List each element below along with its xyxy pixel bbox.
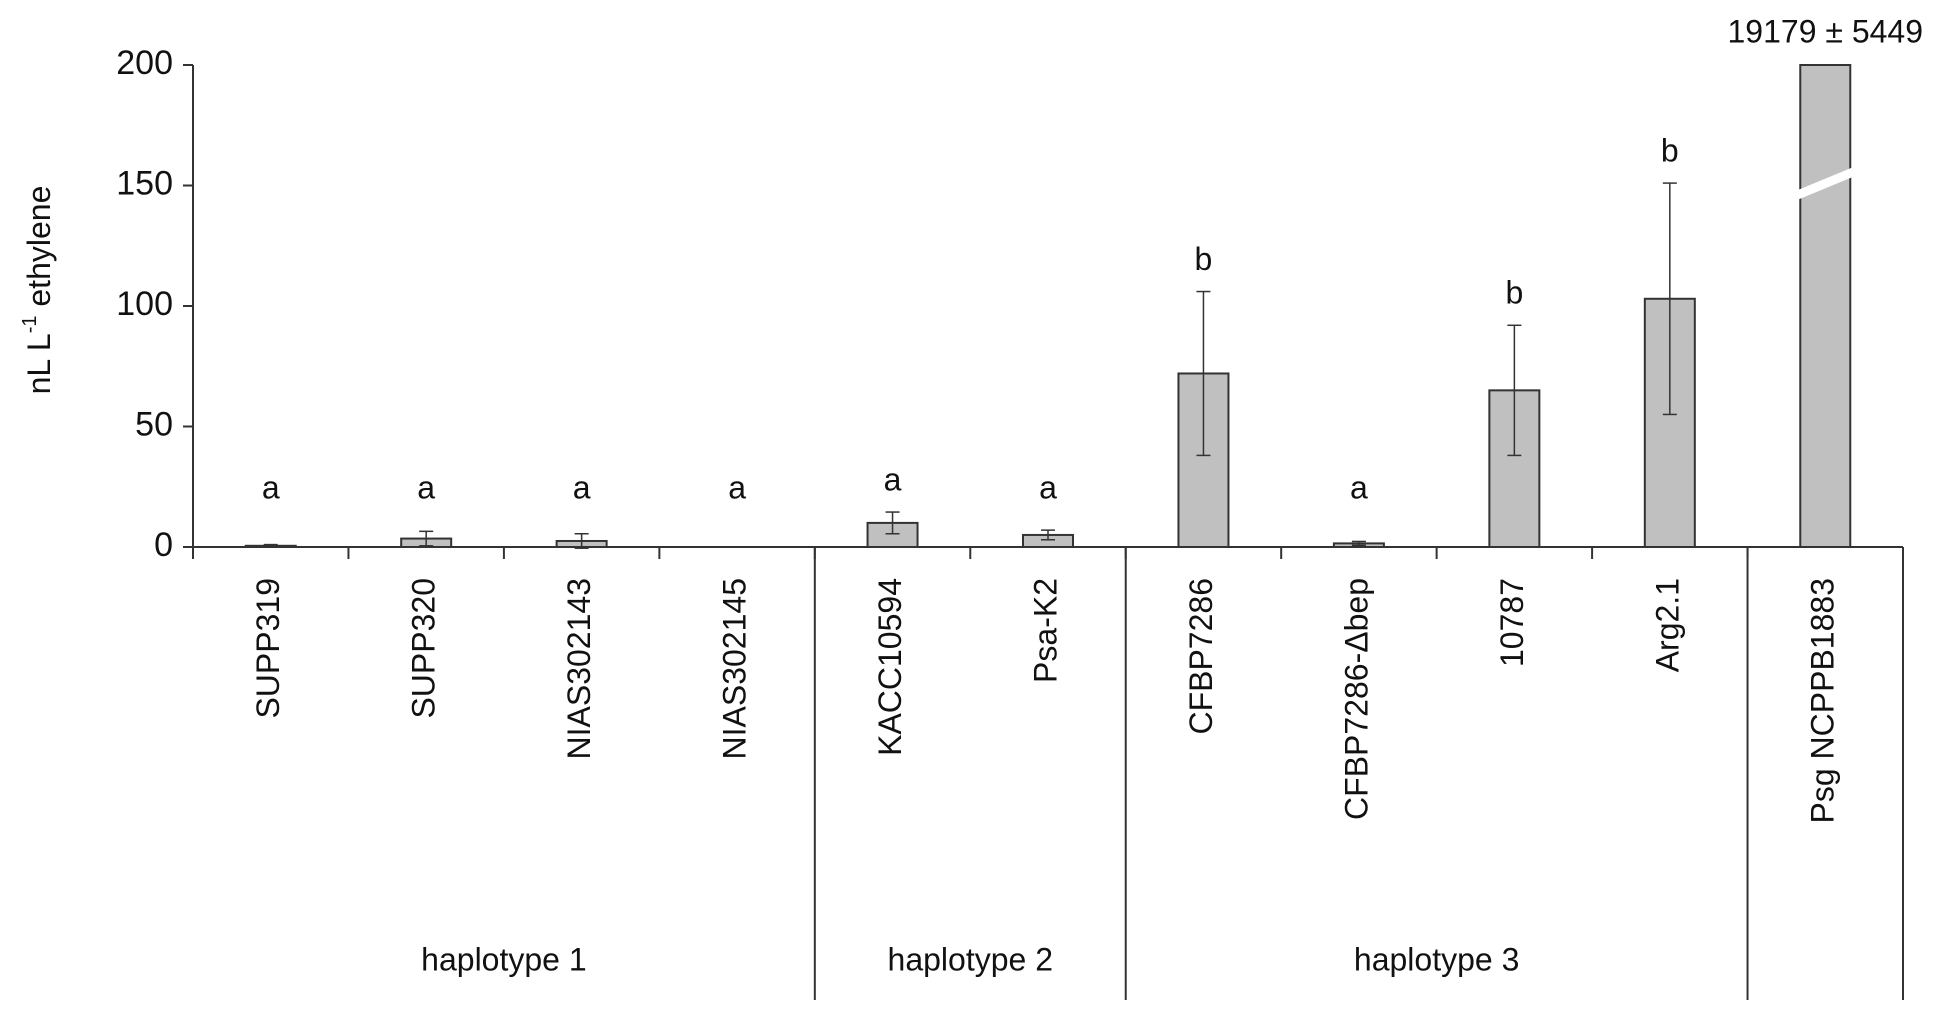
x-tick-label: Psa-K2 bbox=[1027, 578, 1063, 683]
y-tick-label: 0 bbox=[154, 526, 173, 564]
value-label: 19179 ± 5449 bbox=[1728, 13, 1924, 49]
y-title-part: -1 bbox=[19, 315, 41, 333]
significance-letter: b bbox=[1661, 133, 1679, 169]
x-tick-label: CFBP7286 bbox=[1183, 578, 1219, 735]
x-tick-label: NIAS302145 bbox=[717, 578, 753, 759]
significance-letter: a bbox=[1039, 469, 1057, 505]
x-tick-label: SUPP320 bbox=[406, 578, 442, 719]
x-tick-label: NIAS302143 bbox=[561, 578, 597, 759]
x-tick-label: KACC10594 bbox=[872, 578, 908, 756]
significance-letter: a bbox=[573, 469, 591, 505]
y-title-part: nL L bbox=[21, 333, 57, 394]
significance-letter: b bbox=[1505, 275, 1523, 311]
y-tick-label: 100 bbox=[116, 285, 173, 323]
y-title-part: ethylene bbox=[21, 186, 57, 316]
y-tick-label: 150 bbox=[116, 164, 173, 202]
x-tick-label: Arg2.1 bbox=[1649, 578, 1685, 672]
bar bbox=[1799, 64, 1852, 548]
significance-letter: b bbox=[1195, 241, 1213, 277]
axis-break bbox=[1794, 167, 1856, 200]
x-tick-label: SUPP319 bbox=[250, 578, 286, 719]
group-label: haplotype 1 bbox=[421, 941, 586, 977]
x-tick-label: CFBP7286-Δbep bbox=[1338, 578, 1374, 820]
y-tick-label: 50 bbox=[135, 405, 173, 443]
significance-letter: a bbox=[262, 469, 280, 505]
significance-letter: a bbox=[417, 469, 435, 505]
x-tick-label: Psg NCPPB1883 bbox=[1805, 578, 1841, 823]
significance-letter: a bbox=[884, 462, 902, 498]
x-tick-label: 10787 bbox=[1494, 578, 1530, 667]
y-axis-title: nL L-1 ethylene bbox=[19, 186, 57, 395]
y-tick-label: 200 bbox=[116, 44, 173, 82]
group-label: haplotype 2 bbox=[888, 941, 1053, 977]
significance-letter: a bbox=[728, 469, 746, 505]
group-label: haplotype 3 bbox=[1354, 941, 1519, 977]
significance-letter: a bbox=[1350, 469, 1368, 505]
